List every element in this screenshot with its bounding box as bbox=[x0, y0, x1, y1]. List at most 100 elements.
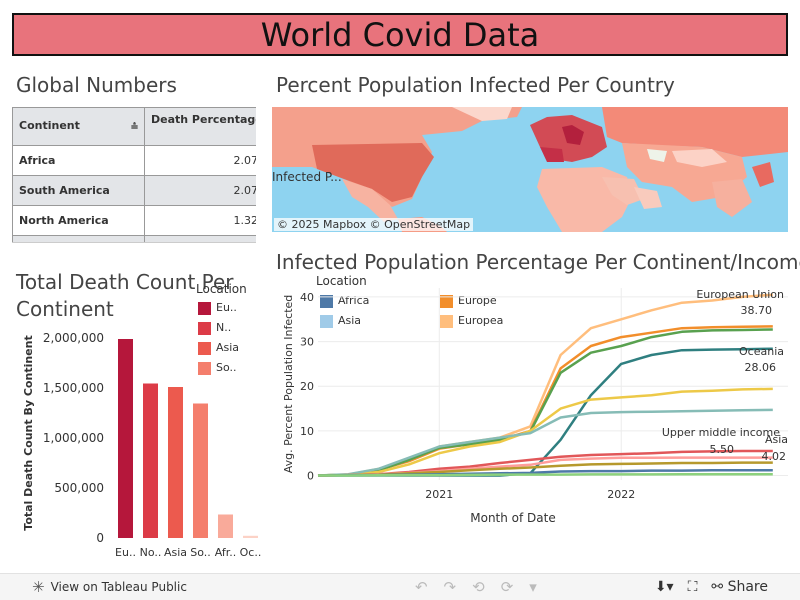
legend-item[interactable]: Asia bbox=[198, 341, 239, 361]
cell-death: 2.075 bbox=[144, 145, 256, 176]
cell-continent: South America bbox=[12, 175, 145, 206]
col-header-death-percentage[interactable]: Death Percentage⩮ bbox=[144, 107, 256, 146]
bar-y-tick-label: 1,000,000 bbox=[43, 431, 104, 445]
legend-item[interactable]: Asia bbox=[320, 314, 430, 328]
table-row[interactable]: North America 1.320 bbox=[12, 205, 256, 236]
death-count-bar-chart[interactable]: Total Death Count By Continent 0 500,000 1,… bbox=[14, 320, 268, 565]
line-x-tick-label: 2021 bbox=[425, 488, 453, 501]
bar bbox=[168, 387, 183, 538]
bar-legend[interactable]: Eu.. N.. Asia So.. bbox=[198, 301, 239, 381]
col-header-continent[interactable]: Continent ⩮ bbox=[12, 107, 145, 146]
annotation-label: European Union bbox=[696, 288, 784, 301]
bar-x-tick-label: Asia bbox=[164, 546, 187, 559]
annotation-value: 38.70 bbox=[741, 304, 773, 317]
bar bbox=[193, 403, 208, 538]
sort-icon[interactable]: ⩮ bbox=[130, 119, 138, 133]
bar-x-tick-label: So.. bbox=[190, 546, 211, 559]
bar bbox=[243, 535, 258, 538]
bar-y-tick-label: 0 bbox=[96, 531, 104, 545]
bar-y-axis-label: Total Death Count By Continent bbox=[22, 335, 35, 530]
line-x-axis-label: Month of Date bbox=[470, 511, 556, 525]
line-y-tick-label: 10 bbox=[300, 425, 314, 438]
share-button[interactable]: ⚯ Share bbox=[711, 579, 768, 595]
bar-chart-title-line2: Continent bbox=[16, 297, 114, 321]
mexico-shape bbox=[342, 179, 398, 222]
mongolia-shape bbox=[672, 149, 727, 167]
view-on-tableau-link[interactable]: ✳ View on Tableau Public bbox=[32, 578, 187, 596]
legend-swatch bbox=[320, 314, 333, 328]
line-y-tick-label: 0 bbox=[307, 470, 314, 483]
line-y-tick-label: 40 bbox=[300, 291, 314, 304]
line-y-axis-label: Avg. Percent Population Infected bbox=[282, 295, 295, 474]
tableau-logo-icon: ✳ bbox=[32, 578, 45, 596]
table-header-row: Continent⩮ Death Percentage⩮ bbox=[12, 107, 256, 146]
table-row[interactable]: Africa 2.075 bbox=[12, 145, 256, 176]
bar-x-tick-label: Afr.. bbox=[215, 546, 237, 559]
cell-continent: North America bbox=[12, 205, 145, 236]
greenland-shape bbox=[452, 107, 512, 121]
fullscreen-icon[interactable]: ⛶ bbox=[687, 579, 698, 595]
map-attribution[interactable]: © 2025 Mapbox © OpenStreetMap bbox=[274, 218, 474, 231]
share-icon: ⚯ bbox=[711, 579, 724, 595]
annotation-value: 4.02 bbox=[762, 450, 787, 463]
series-line bbox=[317, 293, 773, 477]
se-asia-shape bbox=[712, 179, 752, 217]
legend-item[interactable]: Europea bbox=[440, 314, 530, 328]
legend-swatch bbox=[440, 294, 453, 308]
annotation-value: 5.50 bbox=[710, 443, 735, 456]
usa-shape bbox=[312, 143, 434, 202]
world-map-shapes bbox=[272, 107, 788, 232]
dashboard-title: World Covid Data bbox=[260, 15, 540, 54]
line-chart-title: Infected Population Percentage Per Conti… bbox=[276, 250, 800, 274]
cell-continent: Africa bbox=[12, 145, 145, 176]
kazakh-region-shape bbox=[647, 149, 667, 162]
line-y-tick-label: 20 bbox=[300, 380, 314, 393]
line-y-tick-label: 30 bbox=[300, 336, 314, 349]
legend-item[interactable]: Eu.. bbox=[198, 301, 239, 321]
download-icon[interactable]: ⬇▾ bbox=[654, 579, 674, 595]
series-line bbox=[318, 472, 773, 477]
legend-item[interactable]: So.. bbox=[198, 361, 239, 381]
africa-shape bbox=[537, 167, 632, 232]
pause-icon[interactable]: ▾ bbox=[529, 578, 537, 596]
revert-icon[interactable]: ⟲ bbox=[472, 578, 485, 596]
legend-swatch bbox=[198, 321, 211, 335]
legend-swatch bbox=[320, 294, 333, 308]
middle-east-shape bbox=[602, 177, 644, 205]
table-row[interactable]: South America 2.071 bbox=[12, 175, 256, 206]
global-numbers-title: Global Numbers bbox=[16, 73, 177, 97]
bar-x-tick-label: Oc.. bbox=[240, 546, 262, 559]
dashboard-title-banner: World Covid Data bbox=[12, 13, 788, 56]
map-legend-label: Infected P... bbox=[272, 170, 342, 184]
refresh-icon[interactable]: ⟳ bbox=[500, 578, 514, 596]
series-line bbox=[317, 408, 773, 477]
line-legend-title: Location bbox=[316, 274, 367, 288]
map-title: Percent Population Infected Per Country bbox=[276, 73, 675, 97]
redo-icon[interactable]: ↷ bbox=[443, 578, 457, 596]
undo-icon[interactable]: ↶ bbox=[414, 578, 428, 596]
bar-x-tick-label: Eu.. bbox=[115, 546, 136, 559]
central-europe-shape bbox=[562, 125, 584, 145]
line-x-tick-label: 2022 bbox=[607, 488, 635, 501]
bar-chart-title-line1: Total Death Count Per bbox=[16, 270, 234, 294]
iberia-shape bbox=[540, 147, 564, 162]
legend-item[interactable]: N.. bbox=[198, 321, 239, 341]
bar-legend-title: Location bbox=[196, 282, 247, 296]
table-row[interactable] bbox=[12, 235, 256, 242]
bar bbox=[118, 339, 133, 538]
cell-death: 2.071 bbox=[144, 175, 256, 206]
infection-line-chart[interactable]: Avg. Percent Population Infected 0 10 20 30 4… bbox=[276, 280, 792, 530]
infection-map[interactable]: Infected P... © 2025 Mapbox © OpenStreet… bbox=[272, 107, 788, 232]
tableau-toolbar: ✳ View on Tableau Public ↶ ↷ ⟲ ⟳ ▾ ⬇▾ ⛶ … bbox=[0, 573, 800, 600]
annotation-label: Oceania bbox=[739, 345, 784, 358]
global-numbers-table[interactable]: Continent⩮ Death Percentage⩮ Africa 2.07… bbox=[12, 107, 256, 243]
legend-swatch bbox=[198, 361, 211, 375]
bar-y-tick-label: 2,000,000 bbox=[43, 331, 104, 345]
annotation-label: Asia bbox=[765, 433, 788, 446]
bar bbox=[143, 383, 158, 538]
legend-swatch bbox=[198, 301, 211, 315]
legend-swatch bbox=[198, 341, 211, 355]
bar bbox=[218, 514, 233, 538]
cell-death: 1.320 bbox=[144, 205, 256, 236]
bar-y-tick-label: 500,000 bbox=[54, 481, 104, 495]
